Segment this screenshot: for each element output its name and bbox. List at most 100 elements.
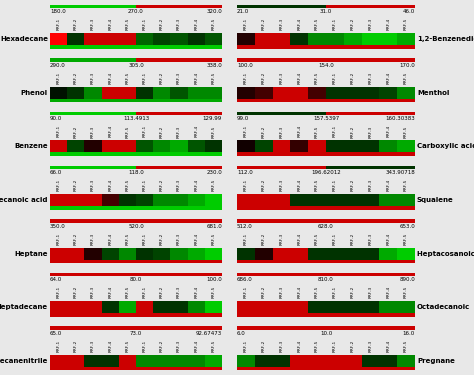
Text: RRF-2: RRF-2 (262, 286, 266, 298)
Text: RRF-1: RRF-1 (143, 179, 146, 191)
Bar (67, 140, 84, 152)
Bar (397, 140, 415, 152)
Bar (50, 152, 222, 156)
Bar (237, 367, 415, 370)
Bar (50, 367, 222, 370)
Text: RRF-5: RRF-5 (315, 18, 319, 30)
Text: 16.0: 16.0 (403, 331, 415, 336)
Text: RRF-1: RRF-1 (333, 286, 337, 298)
Bar (50, 355, 67, 367)
Text: RRF-4: RRF-4 (386, 340, 390, 352)
Text: Menthol: Menthol (417, 90, 449, 96)
Bar (237, 5, 326, 8)
Bar (50, 45, 222, 49)
Text: 320.0: 320.0 (206, 9, 222, 14)
Bar (119, 194, 136, 206)
Bar (101, 87, 119, 99)
Bar (291, 33, 308, 45)
Bar (50, 260, 222, 263)
Text: RRF-5: RRF-5 (211, 340, 215, 352)
Bar (170, 355, 188, 367)
Text: RRF-1: RRF-1 (143, 232, 146, 244)
Bar (50, 112, 136, 116)
Bar (170, 140, 188, 152)
Text: RRF-1: RRF-1 (143, 18, 146, 30)
Text: RRF-5: RRF-5 (404, 286, 408, 298)
Text: RRF-4: RRF-4 (108, 18, 112, 30)
Bar (153, 87, 170, 99)
Text: 686.0: 686.0 (237, 277, 253, 282)
Bar (237, 301, 255, 313)
Text: RRF-2: RRF-2 (74, 286, 78, 298)
Text: RRF-2: RRF-2 (351, 179, 355, 191)
Text: RRF-1: RRF-1 (143, 286, 146, 298)
Text: RRF-1: RRF-1 (56, 340, 61, 352)
Text: RRF-5: RRF-5 (126, 340, 129, 352)
Bar (308, 87, 326, 99)
Text: RRF-5: RRF-5 (126, 72, 129, 84)
Text: RRF-1: RRF-1 (333, 232, 337, 244)
Text: RRF-3: RRF-3 (177, 232, 181, 245)
Bar (84, 33, 101, 45)
Bar (136, 87, 153, 99)
Text: RRF-2: RRF-2 (351, 232, 355, 245)
Text: RRF-5: RRF-5 (211, 286, 215, 298)
Bar (326, 194, 344, 206)
Text: RRF-2: RRF-2 (160, 72, 164, 84)
Bar (326, 165, 415, 169)
Bar (273, 301, 291, 313)
Bar (136, 219, 222, 223)
Text: Hexadecane: Hexadecane (0, 36, 48, 42)
Text: Carboxylic acid: Carboxylic acid (417, 143, 474, 149)
Text: Heptacosanoic acid: Heptacosanoic acid (417, 251, 474, 257)
Bar (50, 248, 67, 259)
Bar (50, 99, 222, 102)
Text: RRF-2: RRF-2 (262, 232, 266, 245)
Text: 100.0: 100.0 (206, 277, 222, 282)
Bar (119, 87, 136, 99)
Text: 890.0: 890.0 (399, 277, 415, 282)
Bar (84, 194, 101, 206)
Bar (205, 87, 222, 99)
Text: RRF-4: RRF-4 (108, 340, 112, 352)
Text: 653.0: 653.0 (399, 224, 415, 229)
Text: RRF-4: RRF-4 (297, 18, 301, 30)
Text: RRF-4: RRF-4 (108, 125, 112, 138)
Text: RRF-2: RRF-2 (262, 125, 266, 138)
Text: RRF-3: RRF-3 (368, 125, 373, 138)
Bar (326, 301, 344, 313)
Bar (170, 301, 188, 313)
Bar (67, 248, 84, 259)
Text: 512.0: 512.0 (237, 224, 253, 229)
Text: RRF-3: RRF-3 (177, 340, 181, 352)
Bar (153, 301, 170, 313)
Bar (344, 355, 362, 367)
Bar (326, 5, 415, 8)
Text: 112.0: 112.0 (237, 170, 253, 175)
Bar (255, 140, 273, 152)
Bar (397, 87, 415, 99)
Bar (326, 273, 415, 276)
Text: RRF-3: RRF-3 (280, 286, 283, 298)
Bar (101, 301, 119, 313)
Bar (326, 140, 344, 152)
Text: Octadecanoic: Octadecanoic (417, 304, 470, 310)
Text: RRF-4: RRF-4 (386, 286, 390, 298)
Text: RRF-3: RRF-3 (280, 179, 283, 191)
Text: RRF-5: RRF-5 (211, 18, 215, 30)
Bar (119, 355, 136, 367)
Bar (308, 194, 326, 206)
Text: 1,2-Benzenediol: 1,2-Benzenediol (417, 36, 474, 42)
Text: RRF-3: RRF-3 (368, 286, 373, 298)
Text: 338.0: 338.0 (206, 63, 222, 68)
Text: 99.0: 99.0 (237, 116, 249, 122)
Bar (153, 194, 170, 206)
Bar (84, 248, 101, 259)
Text: RRF-5: RRF-5 (126, 286, 129, 298)
Text: RRF-5: RRF-5 (211, 72, 215, 84)
Bar (237, 313, 415, 316)
Bar (205, 140, 222, 152)
Text: RRF-1: RRF-1 (143, 125, 146, 138)
Bar (237, 355, 255, 367)
Text: RRF-3: RRF-3 (91, 286, 95, 298)
